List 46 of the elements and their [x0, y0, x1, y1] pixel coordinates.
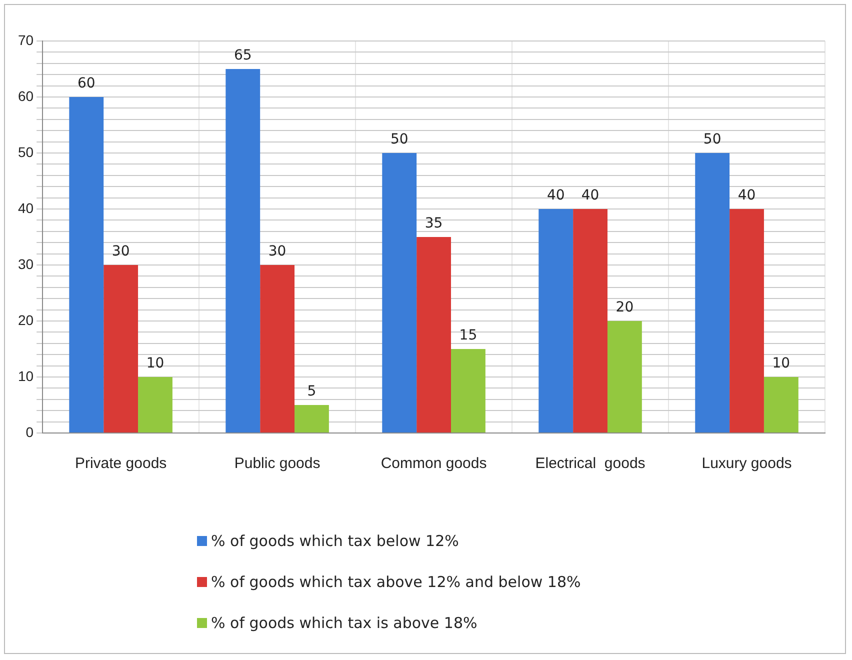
x-tick-label: Private goods: [74, 455, 167, 472]
y-tick-label: 20: [18, 312, 34, 328]
y-tick-label: 40: [18, 200, 34, 216]
y-tick-label: 0: [26, 424, 34, 440]
y-tick-label: 60: [18, 88, 34, 104]
data-label: 40: [738, 188, 756, 204]
data-label: 50: [703, 132, 722, 148]
data-label: 65: [234, 48, 252, 64]
bar: [695, 153, 730, 432]
legend-label: % of goods which tax below 12%: [211, 532, 459, 550]
data-label: 10: [146, 356, 164, 372]
x-tick-label: Electrical goods: [535, 455, 646, 472]
x-tick-label: Luxury goods: [702, 455, 792, 472]
bar: [138, 377, 172, 432]
bar: [69, 97, 104, 432]
data-label: 5: [307, 384, 316, 400]
data-label: 60: [77, 76, 96, 92]
y-tick-label: 70: [18, 32, 34, 48]
data-label: 30: [268, 244, 286, 260]
data-label: 10: [772, 356, 790, 372]
bar: [382, 153, 417, 432]
legend-label: % of goods which tax above 12% and below 18%: [211, 572, 581, 590]
bar: [104, 265, 138, 432]
y-tick-label: 10: [18, 368, 34, 384]
bar: [416, 237, 451, 432]
data-label: 30: [112, 244, 130, 260]
legend-label: % of goods which tax is above 18%: [211, 614, 478, 632]
data-label: 40: [581, 188, 600, 204]
data-label: 40: [546, 188, 565, 204]
data-label: 50: [390, 132, 408, 148]
bar: [294, 405, 329, 432]
x-tick-label: Common goods: [380, 455, 487, 472]
data-label: 20: [616, 300, 634, 316]
y-tick-label: 50: [18, 144, 34, 160]
bar: [260, 265, 295, 432]
bar: [226, 69, 260, 432]
bar: [730, 209, 764, 432]
bar: [607, 321, 642, 432]
data-label: 35: [424, 216, 443, 232]
bar: [451, 349, 486, 432]
bar: [764, 377, 798, 432]
bar: [573, 209, 608, 432]
x-tick-label: Public goods: [234, 455, 320, 472]
data-label: 15: [459, 328, 478, 344]
bar: [538, 209, 574, 432]
y-tick-label: 30: [18, 256, 34, 272]
